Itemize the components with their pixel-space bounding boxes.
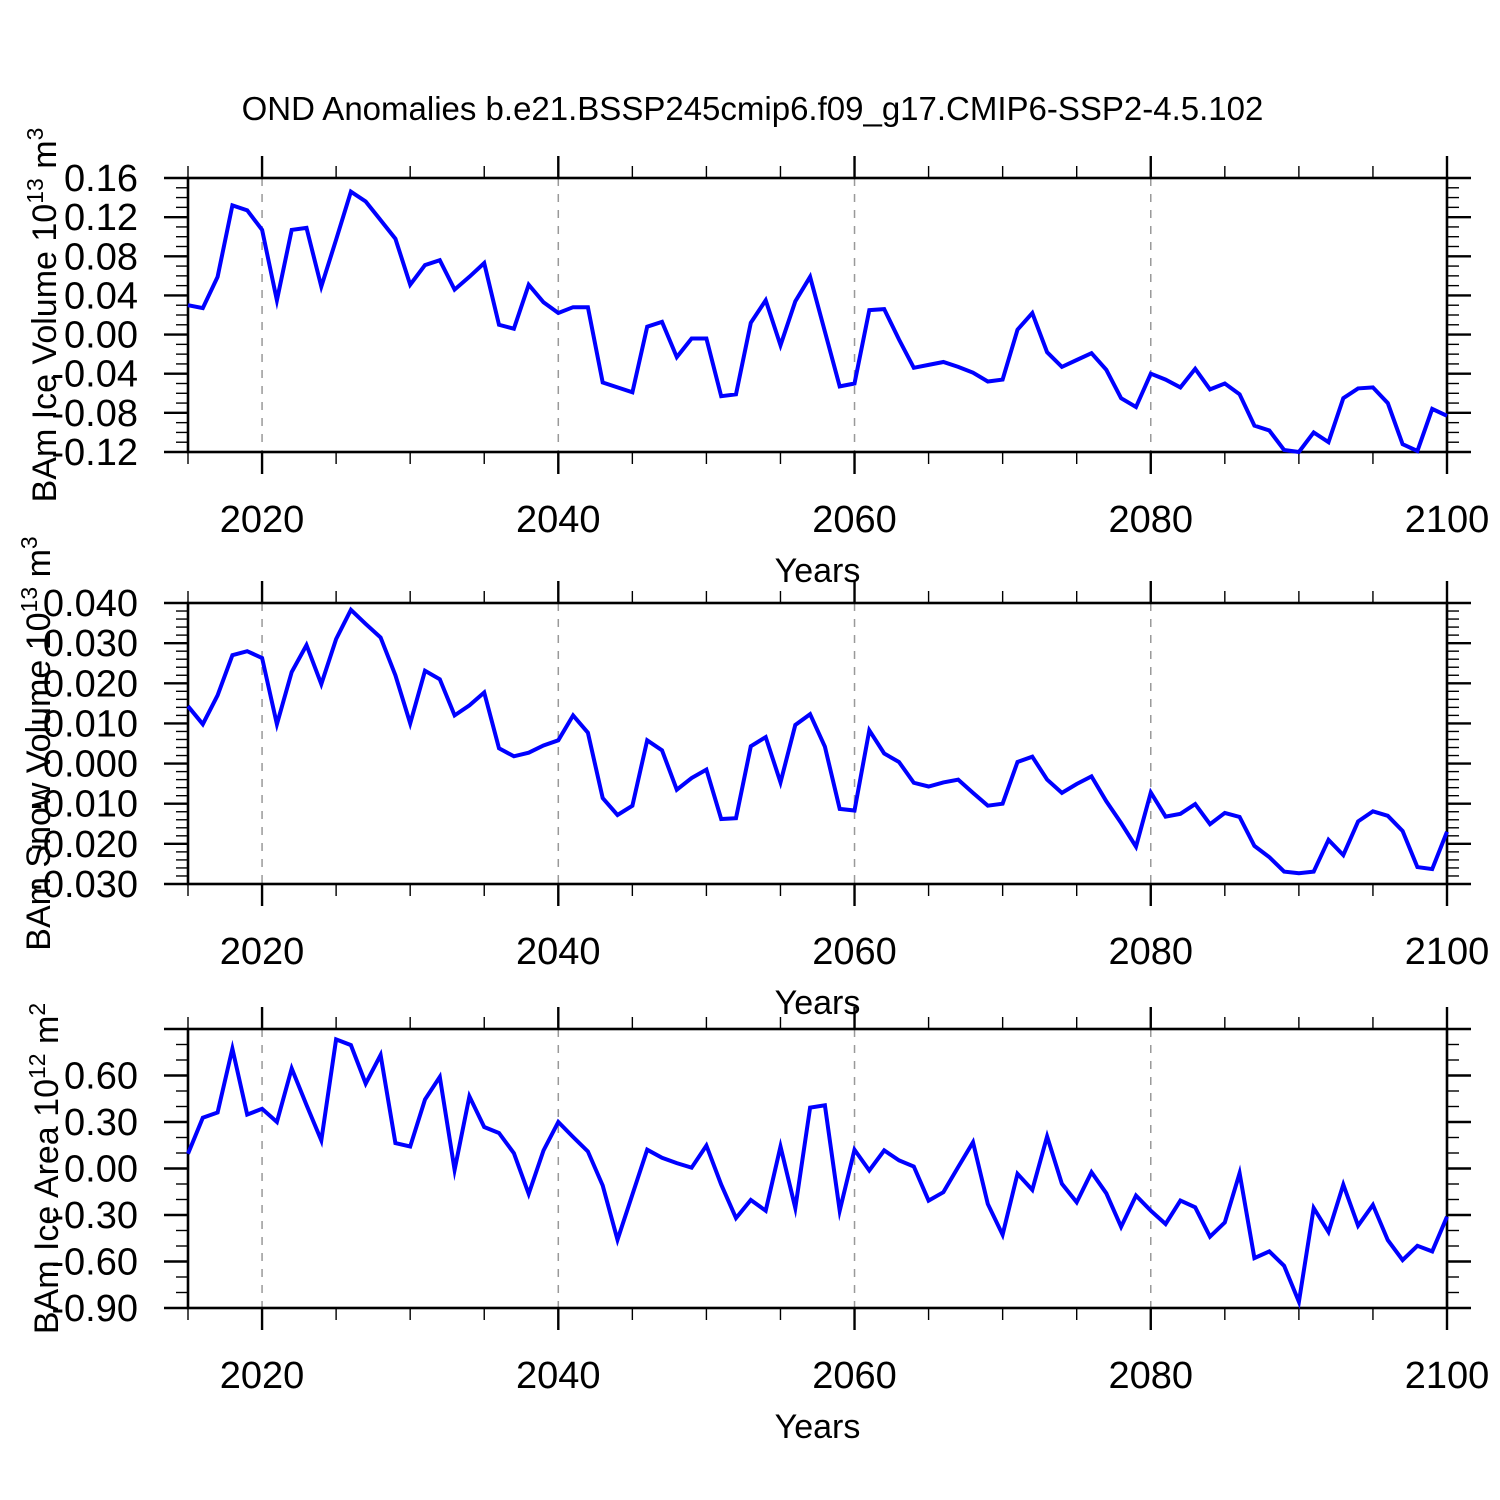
x-tick-label: 2040	[516, 499, 601, 541]
y-tick-label: 0.08	[64, 236, 138, 278]
y-tick-label: 0.60	[64, 1056, 138, 1098]
y-tick-label: 0.020	[43, 663, 138, 705]
data-line-ice-area	[186, 1036, 1449, 1310]
y-tick-label: -0.08	[51, 393, 138, 435]
x-tick-label: 2060	[812, 931, 897, 973]
y-tick-label: 0.040	[43, 583, 138, 625]
x-tick-label: 2080	[1108, 499, 1193, 541]
y-tick-label: -0.030	[30, 864, 138, 906]
y-tick-label: 0.00	[64, 1149, 138, 1191]
x-tick-label: 2100	[1405, 499, 1490, 541]
y-tick-label: -0.04	[51, 354, 138, 396]
x-tick-label: 2100	[1405, 1355, 1490, 1397]
panel-ice-volume: 2020 2040 2060 2080 2100Years0.160.120.080.0…	[22, 128, 1489, 590]
x-tick-label: 2080	[1108, 1355, 1193, 1397]
y-tick-label: -0.90	[51, 1288, 138, 1330]
y-tick-label: 0.010	[43, 703, 138, 745]
axis-box	[186, 601, 1449, 886]
axis-box	[186, 1027, 1449, 1310]
y-tick-label: -0.30	[51, 1195, 138, 1237]
y-tick-label: -0.020	[30, 824, 138, 866]
x-tick-label: 2020	[220, 931, 305, 973]
chart-title: OND Anomalies b.e21.BSSP245cmip6.f09_g17…	[241, 90, 1264, 127]
y-tick-label: -0.12	[51, 432, 138, 474]
x-tick-label: 2020	[220, 499, 305, 541]
x-tick-label: 2060	[812, 1355, 897, 1397]
y-tick-label: 0.30	[64, 1102, 138, 1144]
panel-snow-volume: 2020 2040 2060 2080 2100 Years 0.0400.0300.020…	[16, 536, 1489, 1022]
y-tick-label: 0.04	[64, 275, 138, 317]
x-tick-label: 2080	[1108, 931, 1193, 973]
y-tick-label: 0.000	[43, 744, 138, 786]
panel-ice-area: 2020 2040 2060 2080 2100Years0.600.300.00-0.…	[24, 1003, 1489, 1446]
y-tick-label: -0.60	[51, 1242, 138, 1284]
x-axis-title: Years	[775, 984, 861, 1022]
x-tick-label: 2100	[1405, 931, 1490, 973]
x-tick-label: 2040	[516, 1355, 601, 1397]
x-tick-label: 2060	[812, 499, 897, 541]
y-axis-title: BAm Ice Volume 1013 m3	[22, 128, 64, 503]
y-tick-label: -0.010	[30, 784, 138, 826]
axis-box	[186, 176, 1449, 454]
y-tick-label: 0.00	[64, 315, 138, 357]
x-tick-label: 2040	[516, 931, 601, 973]
x-axis-title: Years	[775, 1408, 861, 1446]
data-line-ice-volume	[187, 188, 1448, 455]
y-axis-title: BAm Ice Area 1012 m2	[24, 1003, 66, 1334]
y-tick-label: 0.12	[64, 197, 138, 239]
y-tick-label: 0.16	[64, 158, 138, 200]
y-axis-title: BAm Snow Volume 1013 m3	[16, 536, 58, 950]
x-tick-label: 2020	[220, 1355, 305, 1397]
x-axis-title: Years	[775, 552, 861, 590]
data-line-snow-volume	[186, 606, 1449, 876]
y-tick-label: 0.030	[43, 623, 138, 665]
